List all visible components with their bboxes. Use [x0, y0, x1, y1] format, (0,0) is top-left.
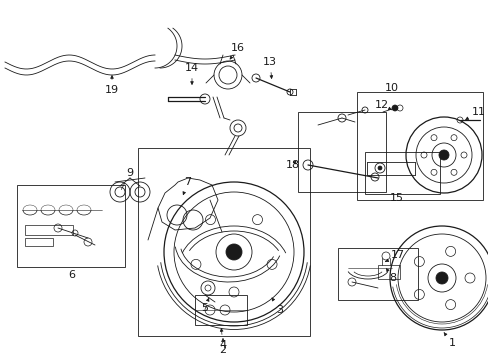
Text: 10: 10: [384, 83, 398, 93]
Text: 6: 6: [68, 270, 75, 280]
Bar: [138, 148, 309, 336]
Bar: [377, 265, 399, 279]
Bar: [364, 152, 439, 194]
Text: 15: 15: [389, 193, 403, 203]
Bar: [356, 92, 482, 200]
Text: 7: 7: [183, 177, 191, 195]
Circle shape: [435, 272, 447, 284]
Text: 14: 14: [184, 63, 199, 85]
Text: 17: 17: [385, 250, 404, 262]
Text: 19: 19: [105, 76, 119, 95]
Bar: [337, 248, 417, 300]
Bar: [17, 185, 125, 267]
Text: 5: 5: [201, 298, 208, 313]
Text: 1: 1: [443, 333, 454, 348]
Text: 18: 18: [285, 160, 300, 170]
Text: 4: 4: [219, 329, 226, 350]
Circle shape: [438, 150, 448, 160]
Text: 13: 13: [263, 57, 276, 78]
Circle shape: [391, 105, 397, 111]
Text: 8: 8: [386, 269, 396, 283]
Text: 11: 11: [465, 107, 485, 120]
Bar: [297, 112, 385, 192]
Bar: [25, 225, 73, 235]
Text: 9: 9: [121, 168, 133, 189]
Text: 2: 2: [219, 339, 226, 355]
Text: 3: 3: [271, 298, 283, 315]
Bar: [195, 295, 246, 325]
Text: 12: 12: [374, 100, 391, 110]
Circle shape: [377, 166, 381, 170]
Text: 16: 16: [229, 43, 244, 59]
Circle shape: [225, 244, 242, 260]
Bar: [25, 238, 53, 246]
